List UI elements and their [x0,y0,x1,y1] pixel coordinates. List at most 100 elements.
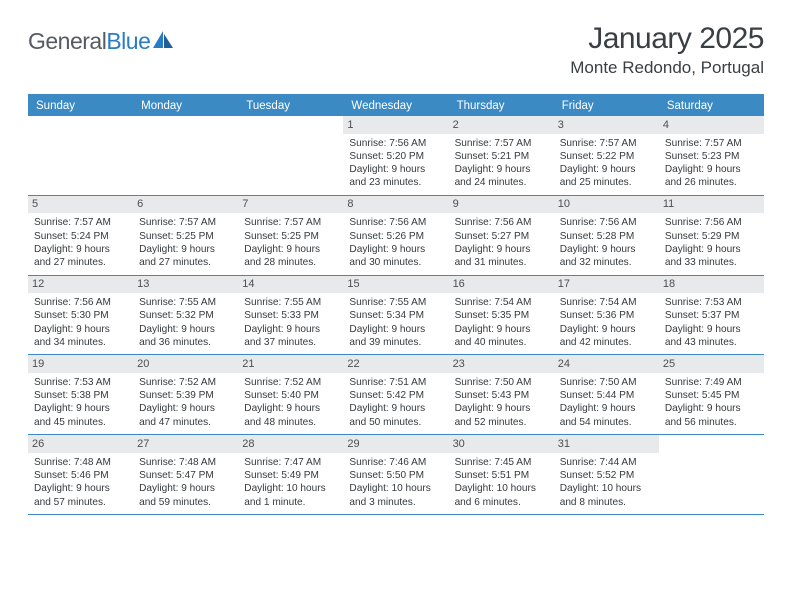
day-detail-line: Daylight: 9 hours [560,323,653,336]
day-detail-line: Sunrise: 7:44 AM [560,456,653,469]
day-detail-line: and 8 minutes. [560,496,653,509]
day-detail-line: Sunset: 5:29 PM [665,230,758,243]
day-detail-line: and 47 minutes. [139,416,232,429]
day-detail-line: Sunset: 5:21 PM [455,150,548,163]
day-detail-line: and 59 minutes. [139,496,232,509]
day-detail-line: Daylight: 9 hours [665,243,758,256]
day-detail-line: Sunset: 5:51 PM [455,469,548,482]
day-number: 3 [554,116,659,134]
weeks-container: 1Sunrise: 7:56 AMSunset: 5:20 PMDaylight… [28,116,764,515]
day-number: 19 [28,355,133,373]
day-detail-line: Daylight: 9 hours [34,482,127,495]
day-cell: 27Sunrise: 7:48 AMSunset: 5:47 PMDayligh… [133,435,238,514]
day-detail-line: Sunset: 5:33 PM [244,309,337,322]
day-detail-line: Sunset: 5:24 PM [34,230,127,243]
day-cell: 25Sunrise: 7:49 AMSunset: 5:45 PMDayligh… [659,355,764,434]
day-detail-line: Sunrise: 7:53 AM [34,376,127,389]
day-detail-line: Sunrise: 7:48 AM [139,456,232,469]
day-number: 11 [659,196,764,214]
day-number: 9 [449,196,554,214]
day-number: 7 [238,196,343,214]
day-detail-line: Daylight: 9 hours [665,402,758,415]
day-detail-line: Sunset: 5:20 PM [349,150,442,163]
day-cell: 14Sunrise: 7:55 AMSunset: 5:33 PMDayligh… [238,276,343,355]
day-cell: 11Sunrise: 7:56 AMSunset: 5:29 PMDayligh… [659,196,764,275]
day-number: 24 [554,355,659,373]
day-detail-line: Sunrise: 7:55 AM [139,296,232,309]
day-detail-line: and 31 minutes. [455,256,548,269]
day-number: 8 [343,196,448,214]
day-number: 2 [449,116,554,134]
day-detail-line: and 39 minutes. [349,336,442,349]
day-detail-line: Sunset: 5:42 PM [349,389,442,402]
day-detail-line: Daylight: 9 hours [139,402,232,415]
day-number: 22 [343,355,448,373]
logo-text: GeneralBlue [28,28,150,55]
day-detail-line: and 24 minutes. [455,176,548,189]
day-detail-line: Sunrise: 7:57 AM [455,137,548,150]
day-detail-line: Sunrise: 7:56 AM [34,296,127,309]
day-cell: 12Sunrise: 7:56 AMSunset: 5:30 PMDayligh… [28,276,133,355]
day-cell: 19Sunrise: 7:53 AMSunset: 5:38 PMDayligh… [28,355,133,434]
day-detail-line: Daylight: 10 hours [349,482,442,495]
day-detail-line: and 52 minutes. [455,416,548,429]
day-number: 30 [449,435,554,453]
day-number: 20 [133,355,238,373]
day-cell: 28Sunrise: 7:47 AMSunset: 5:49 PMDayligh… [238,435,343,514]
day-detail-line: Sunset: 5:45 PM [665,389,758,402]
day-detail-line: Sunset: 5:27 PM [455,230,548,243]
week-row: 19Sunrise: 7:53 AMSunset: 5:38 PMDayligh… [28,355,764,435]
day-detail-line: Sunrise: 7:56 AM [349,216,442,229]
day-detail-line: Daylight: 9 hours [455,243,548,256]
day-detail-line: Sunset: 5:50 PM [349,469,442,482]
day-detail-line: Sunrise: 7:55 AM [244,296,337,309]
day-detail-line: Daylight: 9 hours [244,243,337,256]
day-detail-line: Daylight: 9 hours [139,482,232,495]
day-cell: 8Sunrise: 7:56 AMSunset: 5:26 PMDaylight… [343,196,448,275]
calendar-grid: SundayMondayTuesdayWednesdayThursdayFrid… [28,94,764,515]
day-cell: 24Sunrise: 7:50 AMSunset: 5:44 PMDayligh… [554,355,659,434]
day-cell: 31Sunrise: 7:44 AMSunset: 5:52 PMDayligh… [554,435,659,514]
day-detail-line: Sunrise: 7:48 AM [34,456,127,469]
day-detail-line: Daylight: 9 hours [139,323,232,336]
day-detail-line: and 42 minutes. [560,336,653,349]
day-detail-line: Daylight: 9 hours [665,323,758,336]
day-detail-line: Sunset: 5:47 PM [139,469,232,482]
day-cell: 4Sunrise: 7:57 AMSunset: 5:23 PMDaylight… [659,116,764,195]
day-detail-line: Sunset: 5:49 PM [244,469,337,482]
day-detail-line: and 40 minutes. [455,336,548,349]
dow-cell: Sunday [28,96,133,116]
day-detail-line: and 28 minutes. [244,256,337,269]
day-detail-line: Sunset: 5:30 PM [34,309,127,322]
day-detail-line: and 26 minutes. [665,176,758,189]
brand-logo: GeneralBlue [28,22,174,55]
day-detail-line: Daylight: 9 hours [455,163,548,176]
dow-cell: Saturday [659,96,764,116]
day-cell [238,116,343,195]
day-detail-line: Daylight: 9 hours [244,402,337,415]
day-detail-line: Sunrise: 7:51 AM [349,376,442,389]
day-detail-line: Daylight: 10 hours [244,482,337,495]
day-detail-line: and 54 minutes. [560,416,653,429]
week-row: 26Sunrise: 7:48 AMSunset: 5:46 PMDayligh… [28,435,764,515]
day-detail-line: Daylight: 9 hours [139,243,232,256]
day-cell: 29Sunrise: 7:46 AMSunset: 5:50 PMDayligh… [343,435,448,514]
day-number [28,116,133,134]
day-number: 5 [28,196,133,214]
page-header: GeneralBlue January 2025 Monte Redondo, … [28,22,764,78]
day-detail-line: Daylight: 9 hours [34,323,127,336]
day-detail-line: Sunrise: 7:46 AM [349,456,442,469]
day-detail-line: Sunrise: 7:56 AM [455,216,548,229]
day-detail-line: Sunset: 5:39 PM [139,389,232,402]
day-detail-line: Sunrise: 7:49 AM [665,376,758,389]
day-number: 6 [133,196,238,214]
day-number [659,435,764,453]
day-cell: 23Sunrise: 7:50 AMSunset: 5:43 PMDayligh… [449,355,554,434]
day-detail-line: Sunrise: 7:47 AM [244,456,337,469]
day-detail-line: Sunset: 5:25 PM [139,230,232,243]
day-detail-line: and 6 minutes. [455,496,548,509]
day-detail-line: Sunrise: 7:56 AM [560,216,653,229]
day-number: 31 [554,435,659,453]
day-cell: 21Sunrise: 7:52 AMSunset: 5:40 PMDayligh… [238,355,343,434]
day-detail-line: Daylight: 9 hours [34,402,127,415]
